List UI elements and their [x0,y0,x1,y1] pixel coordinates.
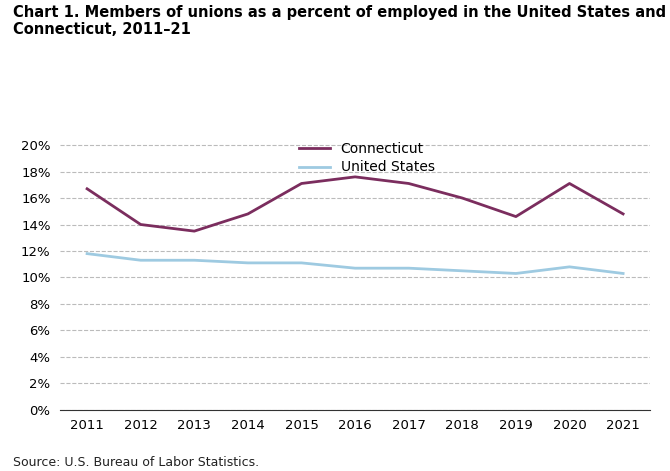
United States [512,271,520,276]
Connecticut [244,211,252,217]
United States [565,264,574,270]
Connecticut [351,174,359,180]
Connecticut [619,211,627,217]
Connecticut [565,181,574,187]
United States [405,265,413,271]
United States [619,271,627,276]
Connecticut [83,186,91,192]
Line: Connecticut: Connecticut [87,177,623,231]
United States [137,258,145,263]
Text: Source: U.S. Bureau of Labor Statistics.: Source: U.S. Bureau of Labor Statistics. [13,455,259,469]
Connecticut [190,228,198,234]
Connecticut [297,181,306,187]
United States [297,260,306,266]
United States [190,258,198,263]
Line: United States: United States [87,253,623,274]
United States [458,268,466,274]
Connecticut [137,222,145,227]
Connecticut [405,181,413,187]
Text: Chart 1. Members of unions as a percent of employed in the United States and
Con: Chart 1. Members of unions as a percent … [13,5,667,37]
United States [83,251,91,256]
United States [244,260,252,266]
Legend: Connecticut, United States: Connecticut, United States [299,142,435,174]
Connecticut [512,214,520,219]
Connecticut [458,195,466,201]
United States [351,265,359,271]
